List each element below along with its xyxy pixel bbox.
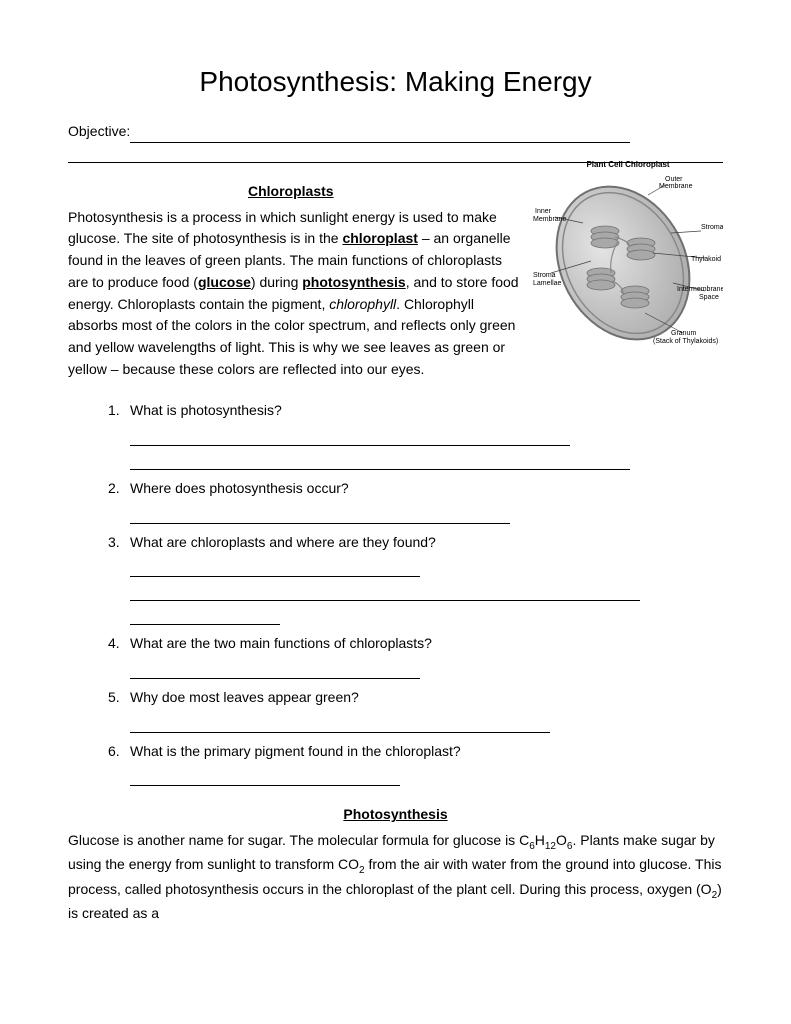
objective-label: Objective: bbox=[68, 123, 130, 139]
question-text: Where does photosynthesis occur? bbox=[130, 478, 723, 500]
question-text: What are chloroplasts and where are they… bbox=[130, 532, 723, 554]
question-text: What is photosynthesis? bbox=[130, 400, 723, 422]
svg-text:Space: Space bbox=[699, 294, 719, 301]
answer-blank bbox=[130, 428, 570, 446]
question-item: 4.What are the two main functions of chl… bbox=[108, 633, 723, 679]
chloroplast-svg: Outer Membrane Inner Membrane Stroma Lam… bbox=[533, 173, 723, 353]
label-thylakoid: Thylakoid bbox=[691, 256, 721, 263]
label-outer-membrane: Outer bbox=[665, 176, 683, 183]
svg-text:(Stack of Thylakoids): (Stack of Thylakoids) bbox=[653, 338, 718, 345]
question-body: What are chloroplasts and where are they… bbox=[130, 532, 723, 626]
label-intermembrane: Intermembrane bbox=[677, 286, 723, 293]
question-list: 1.What is photosynthesis? 2.Where does ph… bbox=[108, 400, 723, 786]
question-body: Why doe most leaves appear green? bbox=[130, 687, 723, 733]
question-number: 1. bbox=[108, 400, 130, 422]
question-text: What are the two main functions of chlor… bbox=[130, 633, 723, 655]
question-number: 4. bbox=[108, 633, 130, 655]
question-item: 5.Why doe most leaves appear green? bbox=[108, 687, 723, 733]
chloroplast-diagram: Plant Cell Chloroplast bbox=[533, 159, 723, 359]
question-number: 2. bbox=[108, 478, 130, 500]
section-chloroplasts: Plant Cell Chloroplast bbox=[68, 181, 723, 380]
label-stroma: Stroma bbox=[701, 224, 723, 231]
section2-heading: Photosynthesis bbox=[68, 804, 723, 826]
svg-text:Membrane: Membrane bbox=[659, 183, 693, 190]
answer-blank bbox=[130, 661, 420, 679]
question-body: What is photosynthesis? bbox=[130, 400, 723, 470]
answer-blank bbox=[130, 452, 630, 470]
svg-text:Membrane: Membrane bbox=[533, 216, 567, 223]
page-title: Photosynthesis: Making Energy bbox=[68, 60, 723, 103]
diagram-title: Plant Cell Chloroplast bbox=[533, 159, 723, 171]
answer-blank bbox=[130, 607, 280, 625]
svg-text:Lamellae: Lamellae bbox=[533, 280, 562, 287]
question-item: 3.What are chloroplasts and where are th… bbox=[108, 532, 723, 626]
section2-paragraph: Glucose is another name for sugar. The m… bbox=[68, 830, 723, 925]
question-number: 3. bbox=[108, 532, 130, 554]
question-item: 1.What is photosynthesis? bbox=[108, 400, 723, 470]
question-text: Why doe most leaves appear green? bbox=[130, 687, 723, 709]
answer-blank bbox=[130, 559, 420, 577]
label-stroma-lamellae: Stroma bbox=[533, 272, 556, 279]
label-granum: Granum bbox=[671, 330, 696, 337]
question-body: What are the two main functions of chlor… bbox=[130, 633, 723, 679]
answer-blank bbox=[130, 506, 510, 524]
section-photosynthesis: Photosynthesis Glucose is another name f… bbox=[68, 804, 723, 924]
objective-row: Objective: bbox=[68, 121, 723, 143]
question-number: 6. bbox=[108, 741, 130, 763]
objective-blank bbox=[130, 129, 630, 143]
section1-heading: Chloroplasts bbox=[248, 181, 348, 203]
question-body: What is the primary pigment found in the… bbox=[130, 741, 723, 787]
answer-blank bbox=[130, 583, 640, 601]
question-body: Where does photosynthesis occur? bbox=[130, 478, 723, 524]
question-text: What is the primary pigment found in the… bbox=[130, 741, 723, 763]
question-item: 2.Where does photosynthesis occur? bbox=[108, 478, 723, 524]
answer-blank bbox=[130, 768, 400, 786]
label-inner-membrane: Inner bbox=[535, 208, 552, 215]
question-number: 5. bbox=[108, 687, 130, 709]
answer-blank bbox=[130, 715, 550, 733]
question-item: 6.What is the primary pigment found in t… bbox=[108, 741, 723, 787]
